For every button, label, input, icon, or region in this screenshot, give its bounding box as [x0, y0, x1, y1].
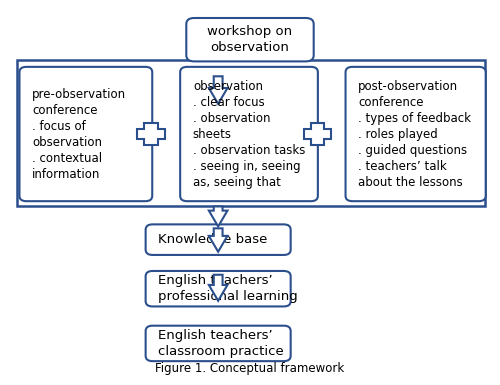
Text: Figure 1. Conceptual framework: Figure 1. Conceptual framework — [156, 363, 344, 375]
Text: observation
. clear focus
. observation
sheets
. observation tasks
. seeing in, : observation . clear focus . observation … — [193, 80, 306, 189]
Text: English teachers’
professional learning: English teachers’ professional learning — [158, 274, 298, 303]
FancyBboxPatch shape — [180, 67, 318, 201]
Polygon shape — [209, 206, 228, 226]
Bar — [17, 60, 485, 206]
Text: pre-observation
conference
. focus of
observation
. contextual
information: pre-observation conference . focus of ob… — [32, 87, 126, 181]
FancyBboxPatch shape — [20, 67, 152, 201]
FancyBboxPatch shape — [146, 326, 290, 361]
Polygon shape — [209, 275, 228, 301]
Text: workshop on
observation: workshop on observation — [208, 25, 292, 54]
FancyBboxPatch shape — [146, 224, 290, 255]
Polygon shape — [138, 124, 164, 145]
FancyBboxPatch shape — [346, 67, 486, 201]
FancyBboxPatch shape — [146, 271, 290, 306]
FancyBboxPatch shape — [186, 18, 314, 61]
Polygon shape — [209, 76, 228, 104]
Text: English teachers’
classroom practice: English teachers’ classroom practice — [158, 329, 284, 358]
Polygon shape — [304, 124, 332, 145]
Text: Knowledge base: Knowledge base — [158, 233, 268, 246]
Polygon shape — [209, 228, 228, 252]
Text: post-observation
conference
. types of feedback
. roles played
. guided question: post-observation conference . types of f… — [358, 80, 472, 189]
